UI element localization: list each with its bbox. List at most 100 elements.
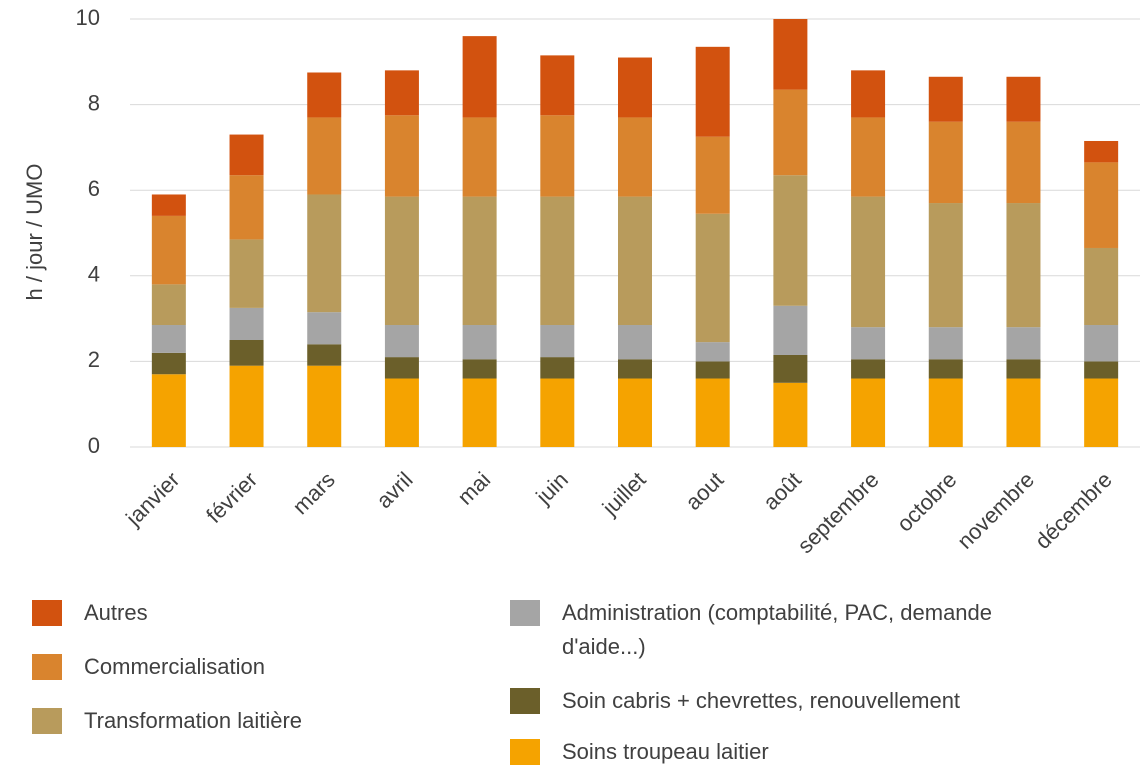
x-tick-label: décembre: [1030, 467, 1117, 554]
bar-segment: [618, 359, 652, 379]
bar-segment: [773, 354, 808, 383]
bar-segment: [928, 203, 963, 328]
bar-segment: [540, 378, 575, 447]
bar-segment: [928, 327, 963, 360]
bar-segment: [151, 352, 186, 375]
bar-segment: [384, 378, 419, 447]
bar-segment: [462, 359, 497, 379]
bar-segment: [307, 194, 342, 313]
legend-label: Commercialisation: [84, 654, 265, 679]
x-tick-label: août: [758, 467, 806, 515]
y-tick-label: 8: [88, 90, 100, 115]
y-tick-label: 2: [88, 347, 100, 372]
legend-item: Soin cabris + chevrettes, renouvellement: [510, 684, 1130, 718]
legend-swatch: [32, 600, 62, 626]
legend-item: Commercialisation: [32, 650, 452, 684]
y-tick-label: 0: [88, 433, 100, 458]
legend-item: Autres: [32, 596, 452, 630]
bar-segment: [307, 117, 342, 195]
bar-segment: [618, 378, 652, 447]
bar-segment: [773, 382, 808, 447]
bar-segment: [773, 89, 808, 176]
bar-segment: [1006, 378, 1041, 447]
bar-segment: [462, 378, 497, 447]
bar-segment: [695, 136, 730, 214]
x-tick-label: avril: [371, 467, 417, 513]
bar-segment: [618, 325, 652, 360]
legend-swatch: [510, 739, 540, 765]
bar-segment: [695, 213, 730, 343]
bar-segment: [384, 357, 419, 379]
legend-swatch: [32, 708, 62, 734]
legend-item: Transformation laitière: [32, 704, 452, 738]
bar-segment: [307, 344, 342, 366]
bar-segment: [851, 359, 886, 379]
bar-segment: [151, 374, 186, 447]
bar-segment: [229, 365, 264, 447]
bar-segment: [851, 327, 886, 360]
y-axis-label: h / jour / UMO: [22, 164, 47, 301]
y-tick-label: 4: [88, 262, 100, 287]
bar-segment: [229, 307, 264, 340]
bar-segment: [540, 115, 575, 197]
bar-segment: [540, 55, 575, 116]
legend-item: Soins troupeau laitier: [510, 735, 1130, 769]
bar-segment: [773, 175, 808, 306]
x-tick-label: septembre: [793, 467, 884, 558]
bar-segment: [384, 115, 419, 197]
x-tick-label: juillet: [597, 467, 651, 521]
bar-segment: [928, 76, 963, 122]
bar-segment: [229, 175, 264, 240]
bar-segment: [540, 196, 575, 326]
bar-segment: [1006, 359, 1041, 379]
bar-segment: [307, 365, 342, 447]
x-tick-label: juin: [530, 467, 573, 510]
bar-segment: [540, 357, 575, 379]
bar-segment: [1006, 203, 1041, 328]
bar-segment: [384, 196, 419, 326]
bar-segment: [540, 325, 575, 358]
bar-segment: [695, 378, 730, 447]
bar-segment: [618, 196, 652, 326]
bar-segment: [462, 117, 497, 197]
legend-label: Soin cabris + chevrettes, renouvellement: [562, 688, 961, 713]
bar-segment: [384, 70, 419, 116]
bar-segment: [1084, 361, 1119, 379]
bar-segment: [1084, 378, 1119, 447]
bar-segment: [229, 340, 264, 366]
y-tick-label: 6: [88, 176, 100, 201]
bar-segment: [462, 36, 497, 118]
chart: h / jour / UMO 0 2 4 6 8 10 janvier février mars…: [22, 5, 1140, 558]
bar-segment: [307, 72, 342, 118]
bar-segment: [307, 312, 342, 345]
legend-label: Administration (comptabilité, PAC, deman…: [562, 600, 993, 659]
bar-segment: [928, 378, 963, 447]
legend-swatch: [32, 654, 62, 680]
bar-segment: [384, 325, 419, 358]
bar-segment: [1084, 140, 1119, 163]
bar-segment: [1084, 247, 1119, 326]
bar-segment: [1084, 325, 1119, 362]
bar-segment: [151, 215, 186, 285]
bar-segment: [151, 194, 186, 216]
x-tick-label: mai: [453, 467, 496, 510]
bar-segment: [229, 239, 264, 308]
bar-segment: [462, 196, 497, 326]
legend-label: Transformation laitière: [84, 708, 303, 733]
bar-segment: [695, 342, 730, 362]
x-tick-label: novembre: [952, 467, 1039, 554]
x-tick-label: mars: [288, 467, 340, 519]
bar-segment: [851, 117, 886, 197]
bar-segment: [462, 325, 497, 360]
bar-segment: [618, 117, 652, 197]
bar-segment: [928, 359, 963, 379]
bar-segment: [1006, 121, 1041, 204]
bar-segment: [1006, 327, 1041, 360]
bar-segment: [695, 46, 730, 137]
bar-segment: [851, 196, 886, 328]
bar-segment: [851, 378, 886, 447]
bar-segment: [928, 121, 963, 204]
bar-segment: [773, 19, 808, 90]
bar-segment: [151, 284, 186, 326]
